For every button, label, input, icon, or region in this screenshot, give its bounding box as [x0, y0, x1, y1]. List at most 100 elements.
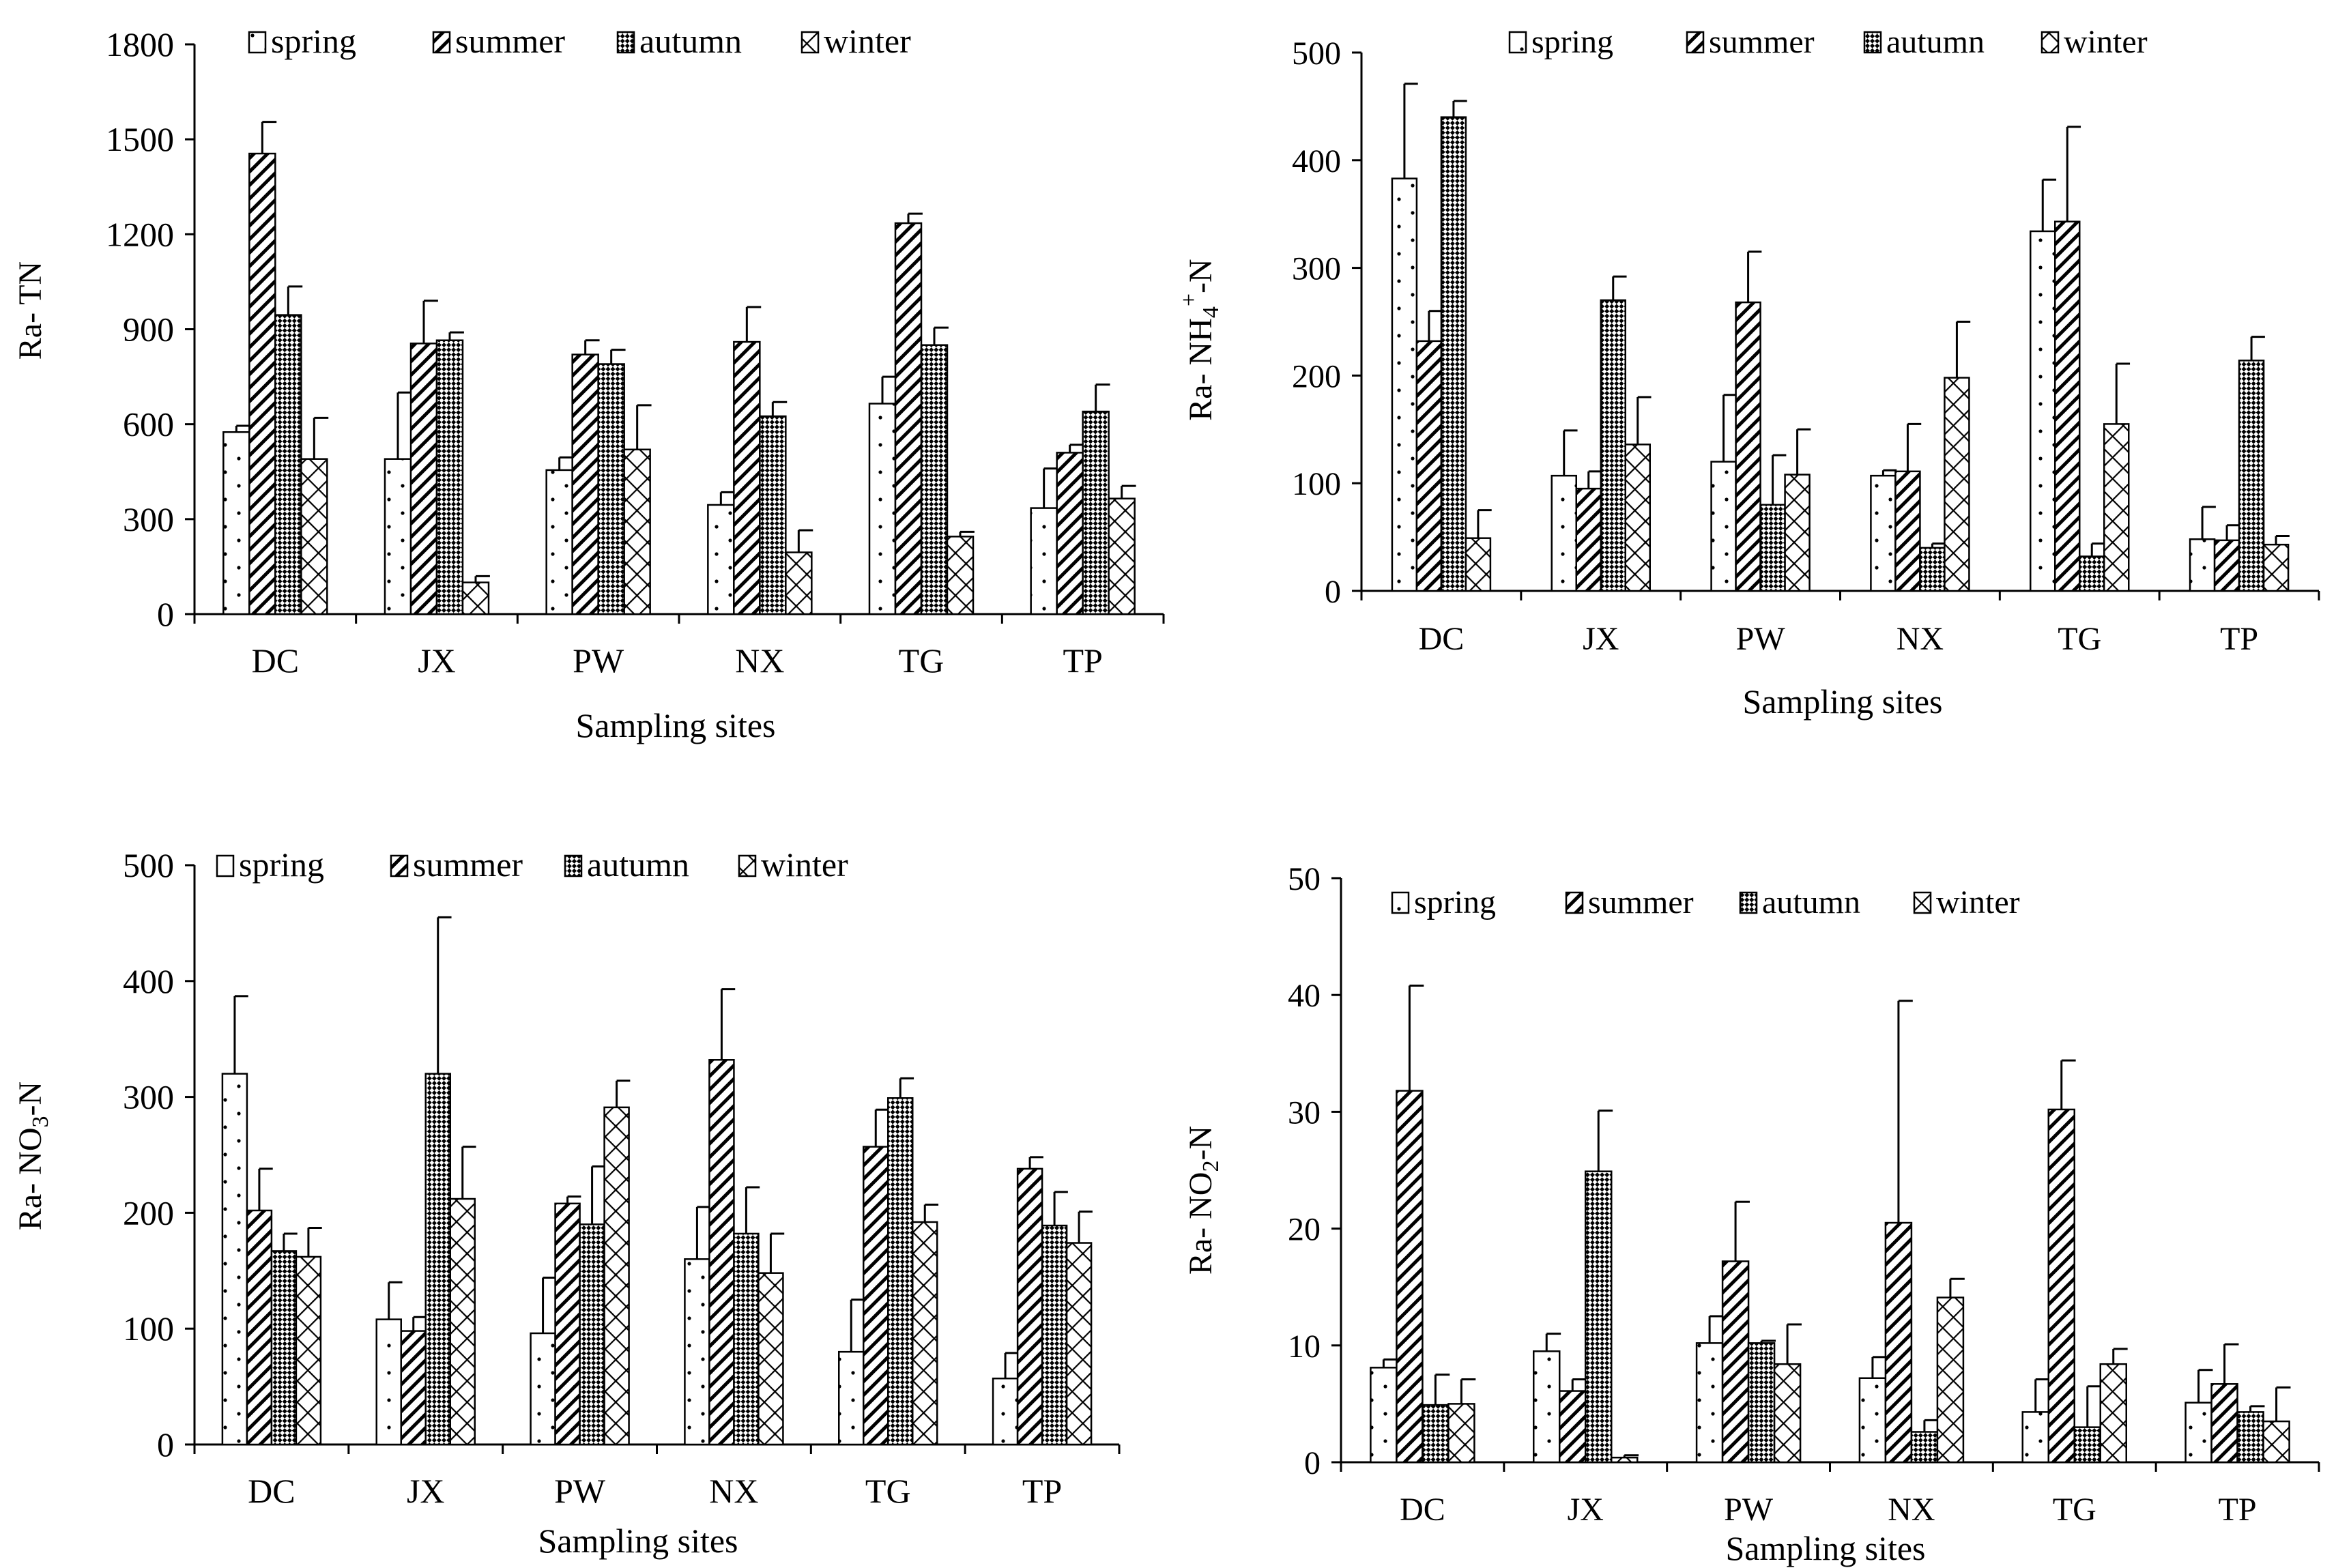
bar-autumn — [759, 415, 787, 615]
panel-nh4-ylabel: Ra- NH4+-N — [1177, 259, 1224, 420]
bar-summer — [1735, 301, 1761, 592]
bar-spring — [992, 1377, 1019, 1446]
panel-no2-plot: 0 10 20 30 40 50 DC JX PW NX TG TP spring summer autum… — [1288, 861, 2320, 1528]
y-tick-label: 40 — [1288, 978, 1321, 1014]
y-tick-label: 400 — [1292, 143, 1341, 179]
bar-autumn — [424, 1073, 451, 1446]
bar-winter — [300, 458, 328, 615]
category-label: JX — [407, 1472, 445, 1510]
bar-autumn — [1747, 1342, 1776, 1464]
bar-autumn — [1585, 1170, 1613, 1464]
panel-tn-xlabel: Sampling sites — [575, 706, 775, 744]
legend-swatch — [2041, 31, 2060, 54]
legend-swatch — [248, 31, 267, 54]
y-tick-label: 900 — [123, 310, 174, 349]
legend-label: autumn — [1886, 24, 1985, 60]
bar-autumn — [270, 1250, 298, 1446]
legend-label: summer — [1709, 24, 1815, 60]
bar-winter — [623, 448, 651, 615]
bar-summer — [1894, 470, 1921, 592]
y-tick-label: 300 — [1292, 251, 1341, 287]
y-tick-label: 30 — [1288, 1094, 1321, 1131]
bar-autumn — [1919, 547, 1946, 592]
bar-autumn — [2238, 360, 2265, 592]
bar-winter — [2103, 423, 2130, 592]
bar-autumn — [1422, 1404, 1450, 1464]
bar-winter — [2262, 1420, 2290, 1464]
panel-no3-plot: 0 100 200 300 400 500 DC JX PW NX TG TP spring summer… — [123, 845, 1121, 1510]
panel-nh4-xlabel: Sampling sites — [1742, 682, 1942, 721]
bar-winter — [1944, 377, 1970, 592]
bar-spring — [2184, 1402, 2212, 1464]
bar-spring — [1391, 177, 1418, 592]
bar-autumn — [1440, 116, 1467, 592]
category-label: PW — [554, 1472, 606, 1510]
ylabel-sub: 3 — [28, 1116, 53, 1128]
bar-summer — [1721, 1260, 1750, 1464]
category-label: NX — [1888, 1492, 1935, 1528]
category-label: PW — [1724, 1492, 1774, 1528]
legend-swatch — [1739, 891, 1758, 914]
y-tick-label: 400 — [123, 962, 174, 1000]
bar-spring — [1858, 1377, 1887, 1464]
legend-swatch — [390, 854, 409, 877]
y-tick-label: 200 — [1292, 358, 1341, 394]
legend-swatch — [564, 854, 583, 877]
legend-label: spring — [239, 845, 324, 884]
bar-spring — [375, 1318, 402, 1446]
y-tick-label: 20 — [1288, 1212, 1321, 1248]
bar-autumn — [2236, 1411, 2264, 1464]
y-tick-label: 0 — [157, 1425, 174, 1464]
legend-label: summer — [413, 845, 523, 884]
y-tick-label: 200 — [123, 1193, 174, 1232]
y-tick-label: 300 — [123, 1078, 174, 1116]
legend-swatch — [1863, 31, 1882, 54]
panel-tn-plot: 0 300 600 900 1200 1500 1800 DC JX PW NX TG TP spring… — [106, 22, 1165, 680]
bar-autumn — [887, 1097, 914, 1446]
legend-swatch — [216, 854, 235, 877]
bar-summer — [1559, 1390, 1587, 1464]
legend-label: winter — [824, 22, 911, 60]
bar-autumn — [920, 344, 949, 615]
ylabel-suffix: -N — [1183, 1126, 1219, 1161]
y-tick-label: 1800 — [106, 25, 174, 63]
bar-spring — [1551, 474, 1577, 592]
bar-summer — [246, 1209, 273, 1446]
panel-no2: Ra- NO2-N Sampling sites 0 10 20 30 40 50 DC JX… — [1183, 861, 2320, 1567]
bar-winter — [2262, 543, 2290, 592]
bar-winter — [1624, 444, 1651, 592]
y-tick-label: 500 — [1292, 35, 1341, 72]
category-label: NX — [735, 641, 784, 680]
legend-label: autumn — [587, 845, 689, 884]
bar-spring — [1695, 1342, 1724, 1464]
bar-spring — [868, 403, 897, 615]
ylabel-sub: 4 — [1198, 306, 1224, 318]
bar-summer — [248, 152, 276, 615]
bar-autumn — [579, 1223, 605, 1446]
bar-winter — [461, 581, 490, 615]
legend-label: winter — [2064, 24, 2148, 60]
bar-autumn — [435, 339, 464, 615]
panel-nh4: Ra- NH4+-N Sampling sites 0 100 200 300 400 5… — [1177, 24, 2320, 721]
bar-summer — [894, 222, 923, 615]
legend-label: winter — [1936, 884, 2020, 920]
legend-label: spring — [1414, 884, 1496, 920]
category-label: TP — [2219, 1492, 2257, 1528]
panel-no3: Ra- NO3-N Sampling sites 0 100 200 300 400 50… — [12, 845, 1121, 1560]
bar-autumn — [733, 1232, 760, 1446]
legend-label: spring — [1531, 24, 1613, 60]
ylabel-prefix: Ra- NH — [1183, 318, 1219, 421]
legend-swatch — [1686, 31, 1705, 54]
legend-swatch — [1391, 891, 1410, 914]
legend-swatch — [1508, 31, 1527, 54]
bar-autumn — [2073, 1426, 2101, 1464]
y-tick-label: 600 — [123, 405, 174, 444]
legend-label: summer — [455, 22, 565, 60]
bar-spring — [2189, 538, 2216, 592]
y-tick-label: 0 — [157, 595, 174, 633]
bar-summer — [708, 1059, 735, 1446]
bar-summer — [1884, 1221, 1913, 1464]
legend-swatch — [432, 31, 451, 54]
bar-winter — [1465, 537, 1492, 592]
